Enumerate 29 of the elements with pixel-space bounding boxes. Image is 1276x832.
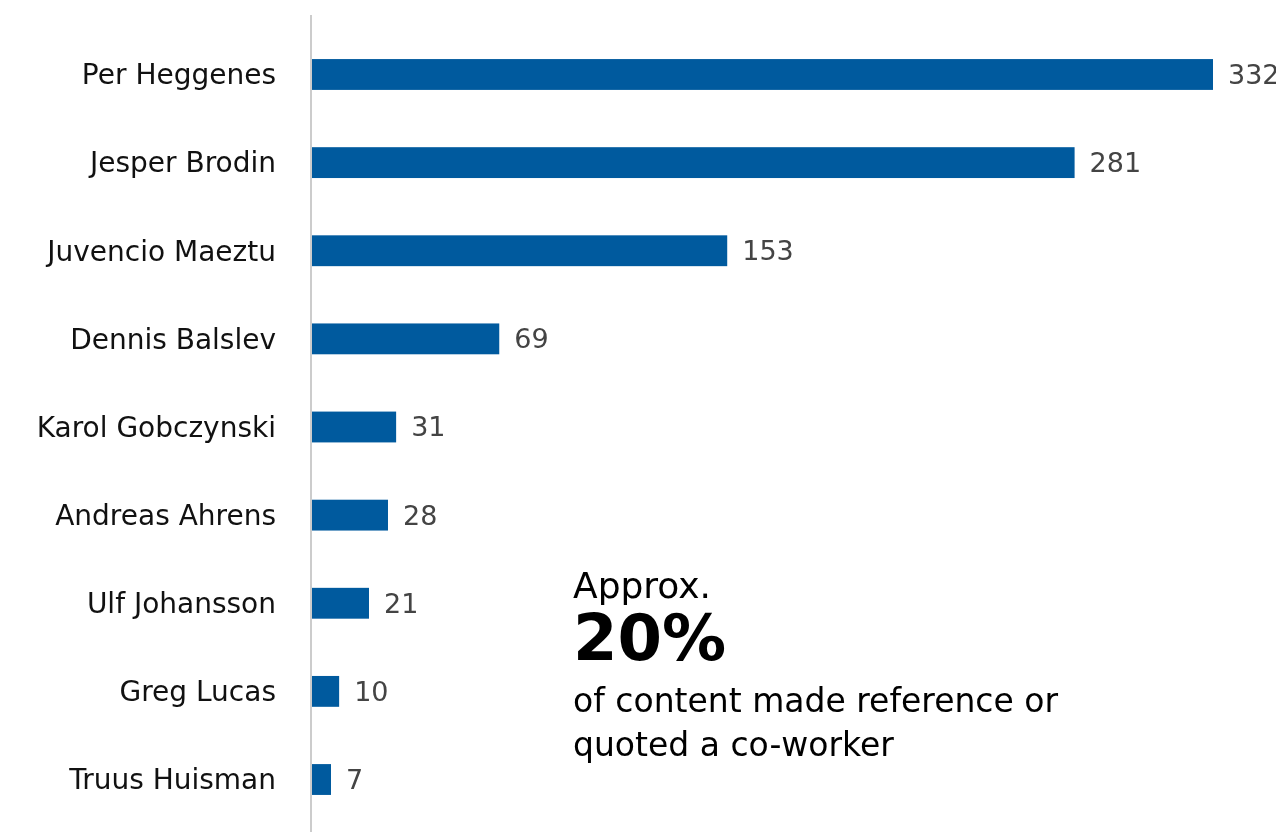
- y-tick-label: Greg Lucas: [119, 675, 276, 709]
- y-tick-label: Per Heggenes: [81, 58, 276, 92]
- y-tick-label: Ulf Johansson: [86, 587, 276, 621]
- data-label: 10: [354, 675, 389, 707]
- bar: [312, 147, 1075, 179]
- bar: [312, 587, 369, 619]
- bar: [312, 323, 500, 355]
- data-label: 7: [346, 763, 364, 795]
- y-tick-label: Jesper Brodin: [87, 146, 276, 180]
- bar: [312, 235, 728, 267]
- y-tick-label: Karol Gobczynski: [36, 410, 276, 444]
- y-tick-label: Dennis Balslev: [70, 322, 276, 356]
- bar: [312, 499, 388, 531]
- y-tick-label: Truus Huisman: [68, 763, 276, 797]
- data-label: 28: [402, 499, 438, 531]
- data-label: 153: [742, 235, 794, 267]
- data-label: 281: [1089, 147, 1142, 179]
- data-label: 21: [383, 587, 419, 619]
- bar: [312, 411, 397, 443]
- annotation: Approx.: [573, 565, 712, 606]
- y-tick-label: Juvencio Maeztu: [45, 234, 276, 268]
- bar: [312, 59, 1213, 90]
- bar: [312, 675, 340, 707]
- annotation: of content made reference or quoted a co-worker: [573, 681, 1059, 764]
- data-label: 31: [411, 411, 446, 443]
- bar: [312, 764, 331, 795]
- data-label: 332: [1228, 58, 1276, 90]
- data-label: 69: [514, 323, 549, 355]
- y-tick-label: Andreas Ahrens: [55, 498, 276, 532]
